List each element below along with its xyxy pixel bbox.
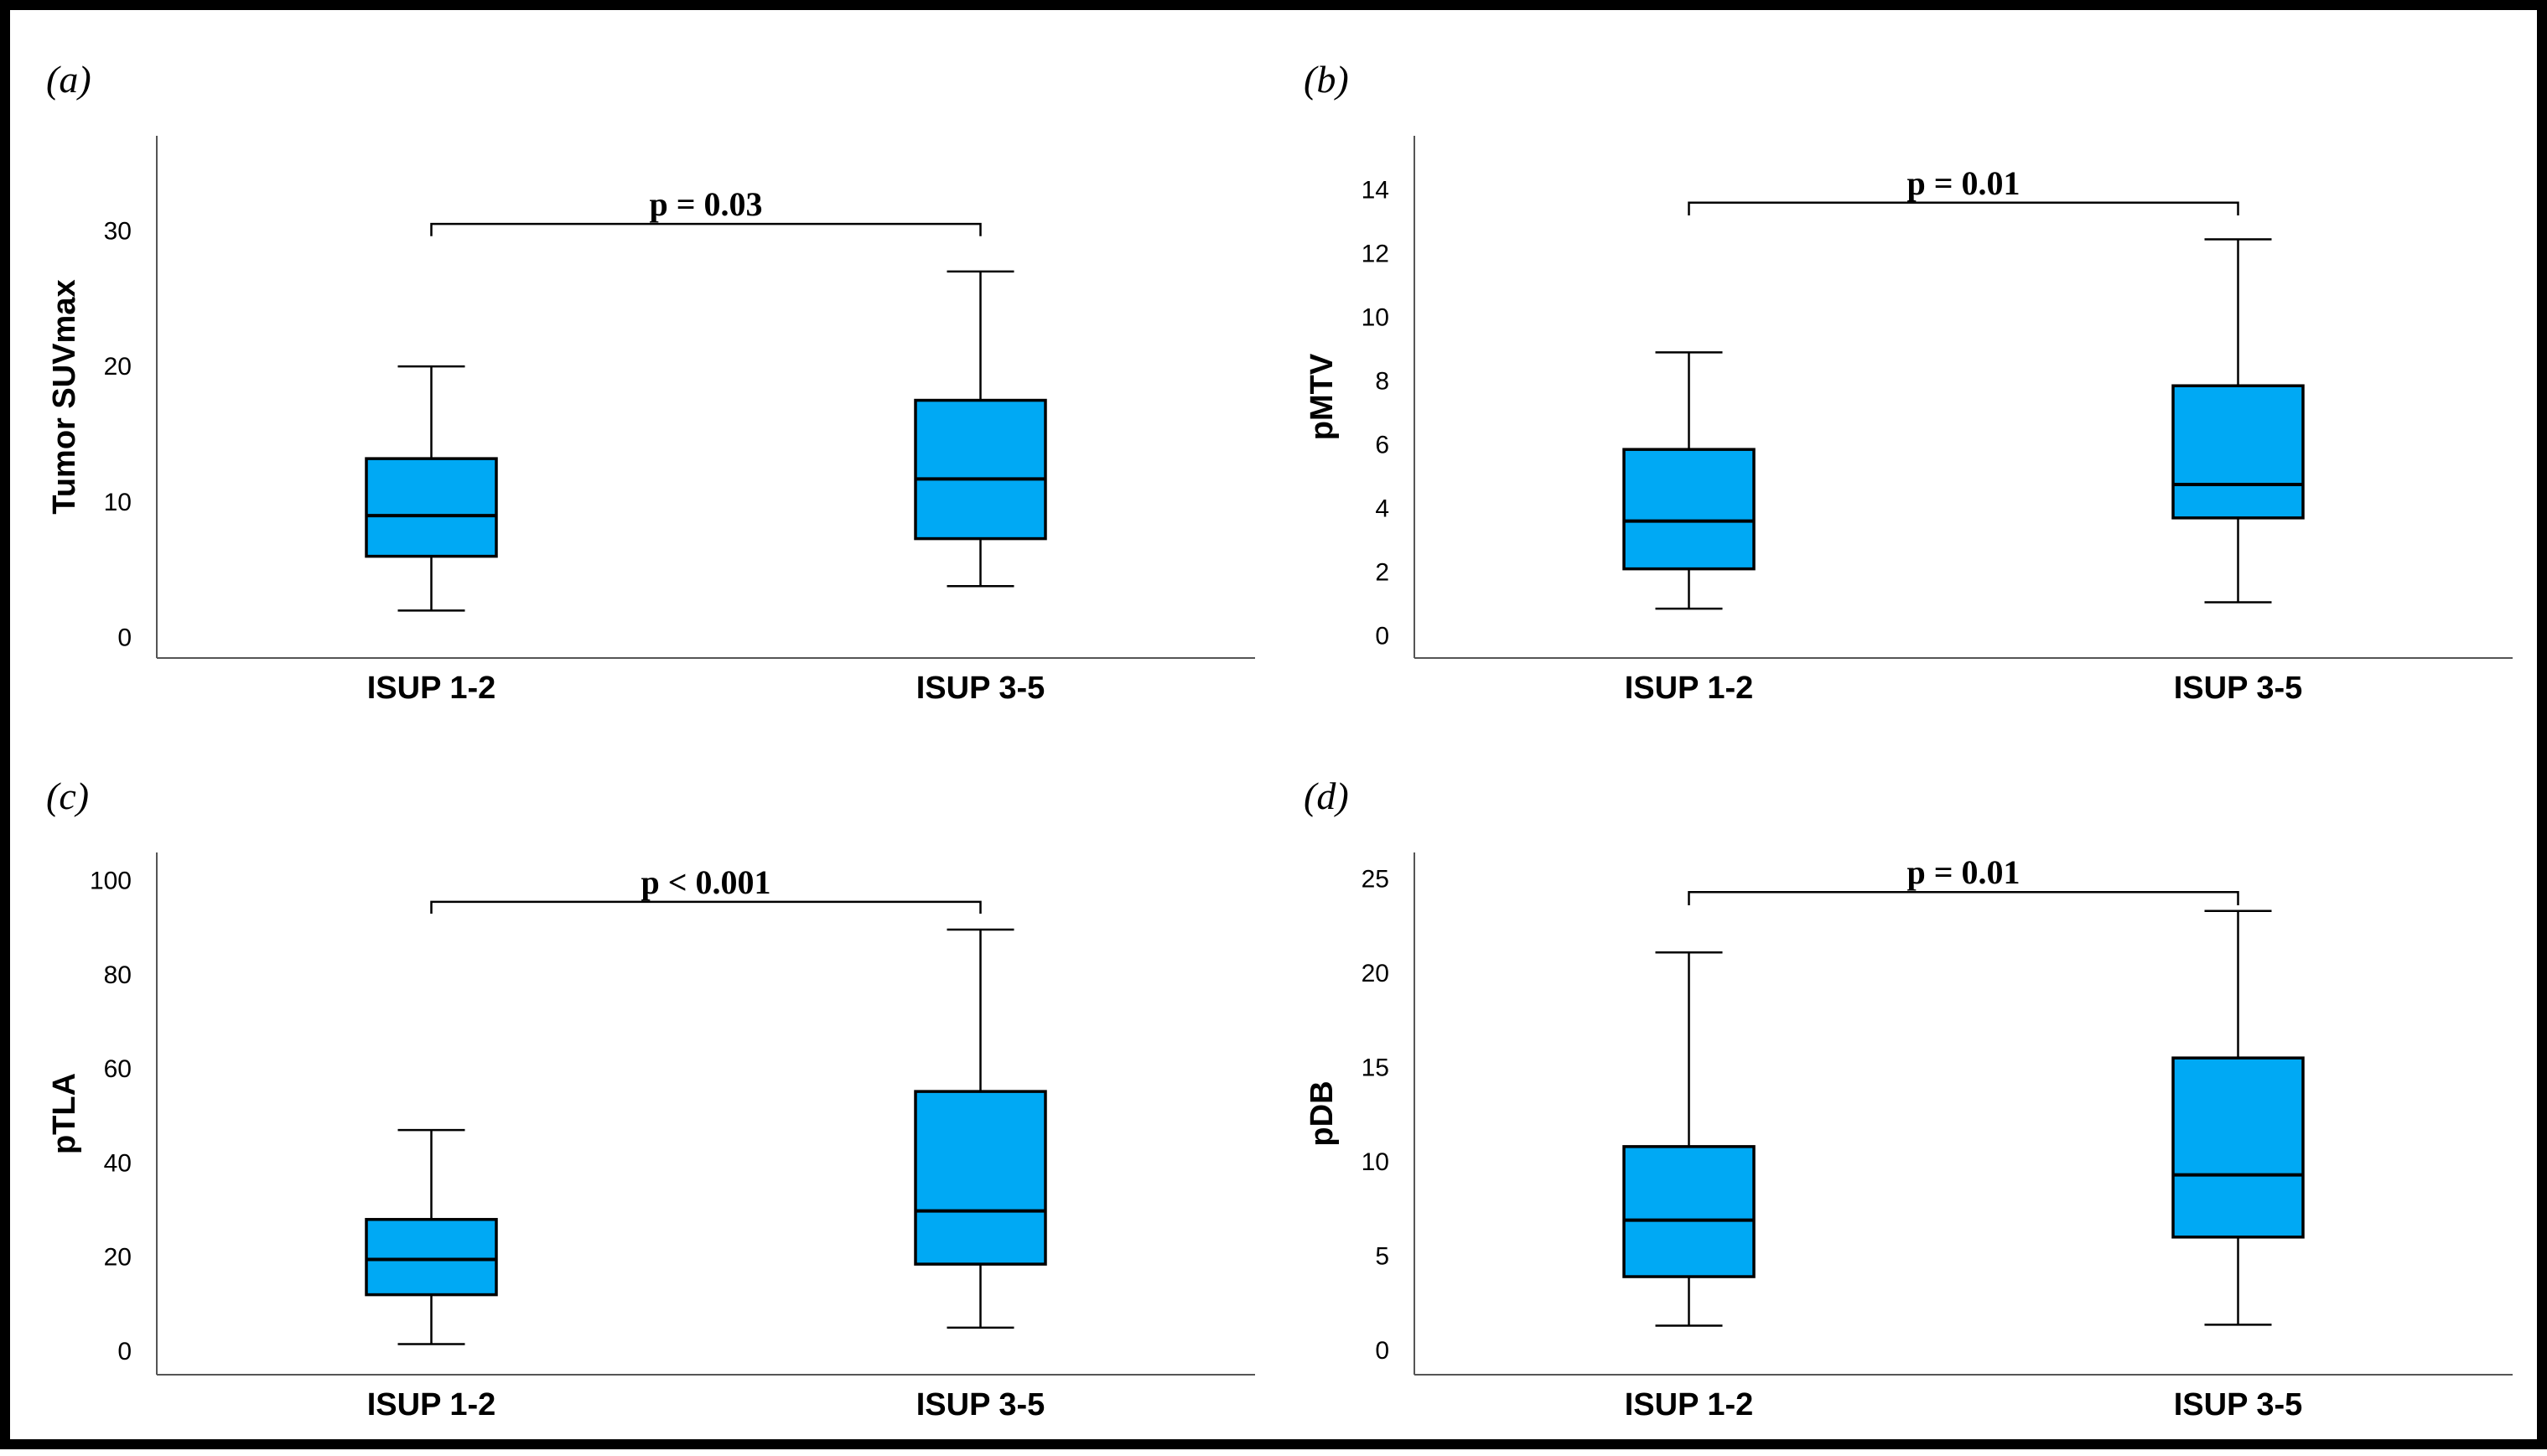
y-tick-label: 60 xyxy=(104,1055,132,1083)
significance-bracket xyxy=(430,222,982,236)
significance-bracket xyxy=(430,900,982,914)
panel-a: (a) Tumor SUVmax 0 10 20 30 ISUP 1-2 ISUP 3-5 p … xyxy=(39,27,1297,739)
box-iqr xyxy=(2171,384,2305,520)
x-category-label: ISUP 3-5 xyxy=(2174,671,2302,706)
y-tick-label: 10 xyxy=(1362,1148,1389,1176)
y-tick-label: 20 xyxy=(1362,960,1389,987)
panel-b: (b) pMTV 0 2 4 6 8 10 12 14 ISUP 1-2 ISUP 3-5 p = 0.… xyxy=(1297,27,2547,739)
chart-d: (d) pDB 0 5 10 15 20 25 ISUP 1-2 ISUP 3-5 p = 0.01 xyxy=(1304,775,2513,1422)
y-tick-label: 0 xyxy=(1375,1337,1389,1365)
significance-bracket xyxy=(1688,201,2239,215)
y-tick-label: 80 xyxy=(104,961,132,989)
y-tick-label: 6 xyxy=(1375,431,1389,459)
y-tick-label: 4 xyxy=(1375,495,1389,522)
x-category-label: ISUP 3-5 xyxy=(916,1387,1045,1422)
p-value-label: p = 0.03 xyxy=(649,185,762,223)
box-iqr xyxy=(2171,1056,2305,1239)
y-tick-label: 0 xyxy=(117,624,132,652)
box-iqr xyxy=(365,1218,498,1297)
panel-label: (a) xyxy=(46,58,91,101)
x-category-label: ISUP 1-2 xyxy=(1625,671,1753,706)
significance-bracket xyxy=(1688,890,2239,905)
y-tick-label: 100 xyxy=(90,868,132,895)
box-iqr xyxy=(1622,448,1756,571)
p-value-label: p < 0.001 xyxy=(641,863,770,901)
y-tick-label: 8 xyxy=(1375,368,1389,396)
y-axis-label: pMTV xyxy=(1305,353,1340,440)
y-tick-label: 10 xyxy=(104,489,132,516)
panel-c: (c) pTLA 0 20 40 60 80 100 ISUP 1-2 ISUP 3-5 p < 0… xyxy=(39,744,1297,1456)
y-tick-label: 5 xyxy=(1375,1242,1389,1270)
x-category-label: ISUP 3-5 xyxy=(916,671,1045,706)
y-tick-label: 20 xyxy=(104,353,132,381)
panel-d: (d) pDB 0 5 10 15 20 25 ISUP 1-2 ISUP 3-5 p = 0.01 xyxy=(1297,744,2547,1456)
panel-label: (d) xyxy=(1304,775,1349,817)
y-axis-label: pTLA xyxy=(47,1073,82,1154)
box-iqr xyxy=(1622,1145,1756,1278)
x-category-label: ISUP 1-2 xyxy=(367,671,495,706)
y-tick-label: 12 xyxy=(1362,241,1389,268)
x-category-label: ISUP 1-2 xyxy=(1625,1387,1753,1422)
y-tick-label: 10 xyxy=(1362,304,1389,332)
box-iqr xyxy=(365,457,498,558)
y-tick-label: 30 xyxy=(104,217,132,245)
box-iqr xyxy=(914,398,1047,541)
chart-c: (c) pTLA 0 20 40 60 80 100 ISUP 1-2 ISUP 3-5 p < 0… xyxy=(46,775,1255,1422)
chart-b: (b) pMTV 0 2 4 6 8 10 12 14 ISUP 1-2 ISUP 3-5 p = 0.… xyxy=(1304,58,2513,706)
panel-label: (c) xyxy=(46,775,89,817)
y-tick-label: 14 xyxy=(1362,177,1389,205)
y-axis-label: pDB xyxy=(1305,1080,1340,1146)
p-value-label: p = 0.01 xyxy=(1906,164,2020,202)
x-category-label: ISUP 1-2 xyxy=(367,1387,495,1422)
y-axis-label: Tumor SUVmax xyxy=(47,279,82,514)
y-tick-label: 15 xyxy=(1362,1054,1389,1081)
chart-a: (a) Tumor SUVmax 0 10 20 30 ISUP 1-2 ISUP 3-5 p … xyxy=(46,58,1255,706)
y-tick-label: 2 xyxy=(1375,558,1389,586)
p-value-label: p = 0.01 xyxy=(1906,853,2020,891)
y-tick-label: 40 xyxy=(104,1149,132,1177)
box-iqr xyxy=(914,1090,1047,1266)
y-tick-label: 0 xyxy=(117,1338,132,1365)
x-category-label: ISUP 3-5 xyxy=(2174,1387,2302,1422)
y-tick-label: 20 xyxy=(104,1244,132,1272)
y-tick-label: 25 xyxy=(1362,865,1389,893)
y-tick-label: 0 xyxy=(1375,622,1389,650)
panel-label: (b) xyxy=(1304,58,1349,101)
